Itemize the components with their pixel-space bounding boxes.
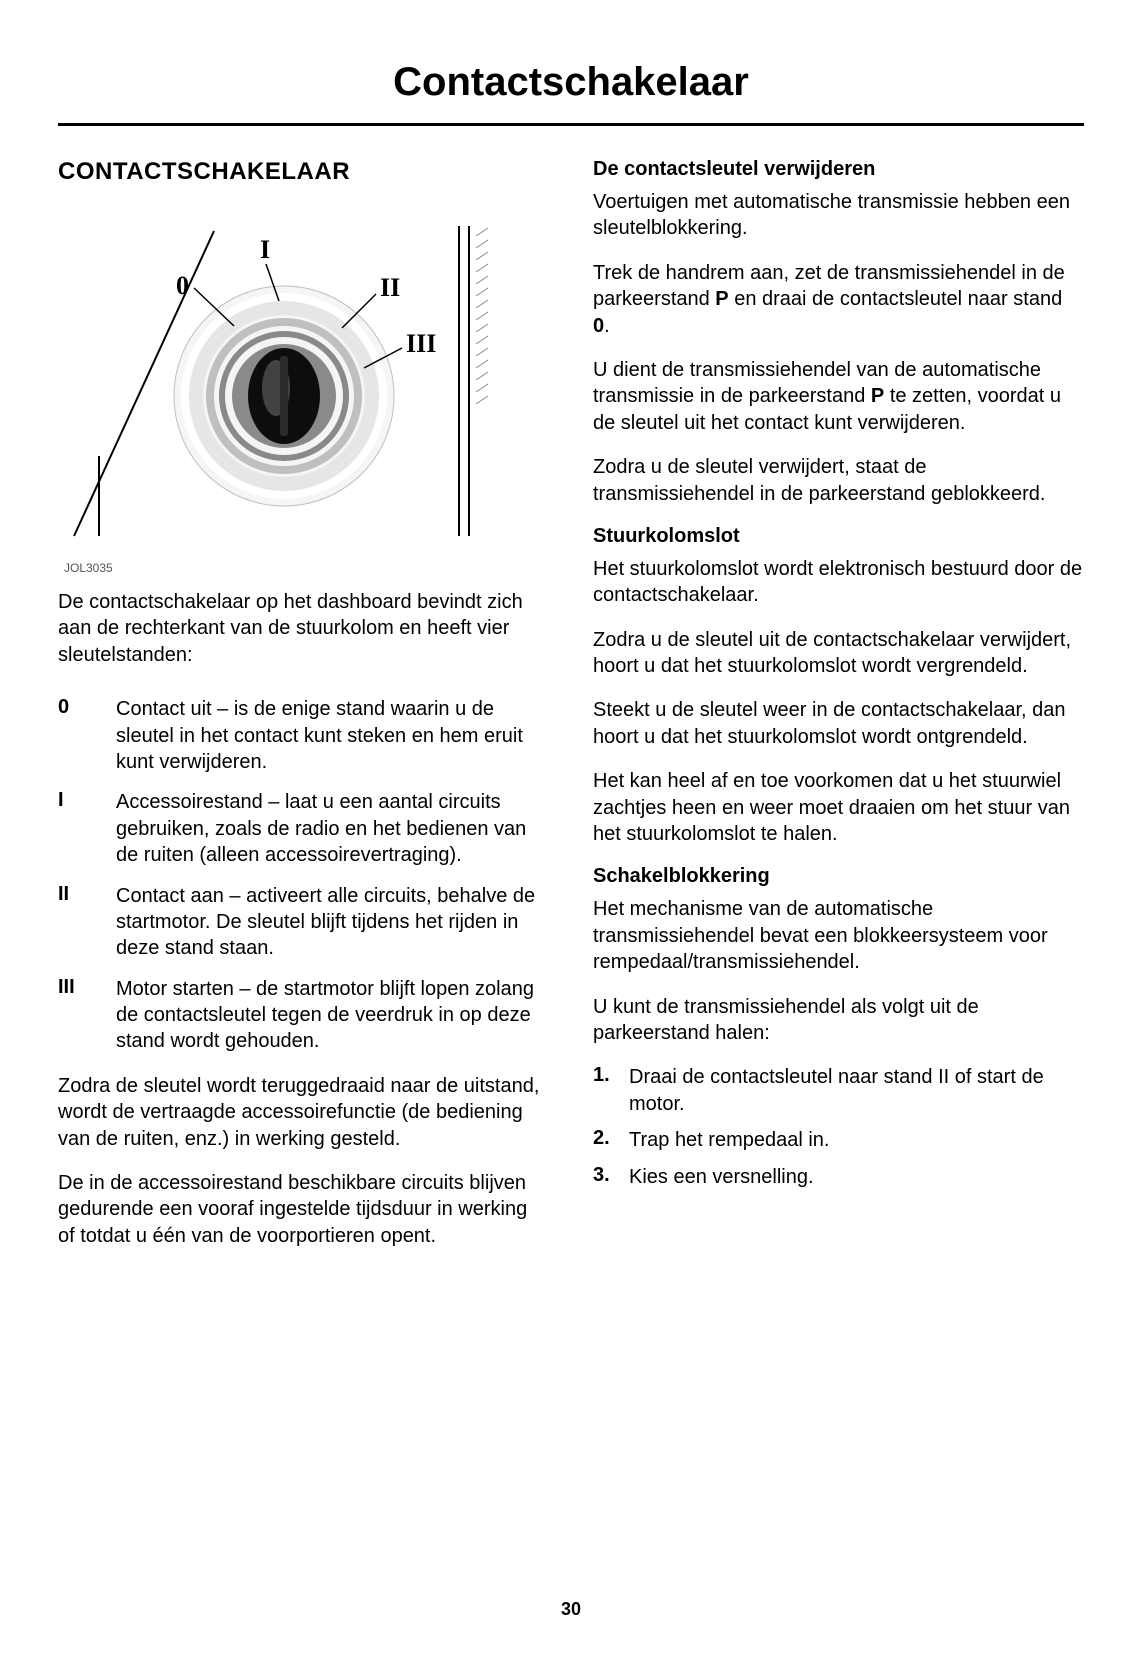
svg-text:III: III [406,329,436,358]
heading-steering-lock: Stuurkolomslot [593,525,1084,548]
p-steer-3: Steekt u de sleutel weer in de contactsc… [593,697,1084,750]
p-remove-2: Trek de handrem aan, zet de transmissieh… [593,260,1084,339]
p-steer-1: Het stuurkolomslot wordt elektronisch be… [593,556,1084,609]
intro-paragraph: De contactschakelaar op het dashboard be… [58,589,549,668]
right-column: De contactsleutel verwijderen Voertuigen… [593,158,1084,1267]
t: en draai de contactsleutel naar stand [729,288,1063,310]
step-text: Draai de contactsleutel naar stand II of… [629,1064,1084,1117]
ignition-svg: 0IIIIII [64,206,494,546]
def-key: I [58,789,116,868]
step-num: 2. [593,1127,629,1153]
p-remove-4: Zodra u de sleutel verwijdert, staat de … [593,454,1084,507]
def-item: IAccessoirestand – laat u een aantal cir… [58,789,549,868]
page-title: Contactschakelaar [58,60,1084,105]
p-shift-1: Het mechanisme van de automatische trans… [593,896,1084,975]
def-text: Accessoirestand – laat u een aantal circ… [116,789,549,868]
svg-text:I: I [260,235,270,264]
step-item: 1.Draai de contactsleutel naar stand II … [593,1064,1084,1117]
title-rule [58,123,1084,126]
bold-inline: II [938,1066,949,1088]
shift-steps: 1.Draai de contactsleutel naar stand II … [593,1064,1084,1190]
after-para-1: Zodra de sleutel wordt teruggedraaid naa… [58,1073,549,1152]
figure-code: JOL3035 [58,561,549,575]
after-para-2: De in de accessoirestand beschikbare cir… [58,1170,549,1249]
step-text: Trap het rempedaal in. [629,1127,1084,1153]
step-item: 3.Kies een versnelling. [593,1164,1084,1190]
def-item: IIIMotor starten – de startmotor blijft … [58,976,549,1055]
p-steer-2: Zodra u de sleutel uit de contactschakel… [593,627,1084,680]
step-text: Kies een versnelling. [629,1164,1084,1190]
position-definitions: 0Contact uit – is de enige stand waarin … [58,696,549,1055]
t: . [604,315,610,337]
def-key: II [58,883,116,962]
step-num: 1. [593,1064,629,1117]
content-columns: CONTACTSCHAKELAAR 0IIIIII JOL3035 De con… [58,158,1084,1267]
bold-0: 0 [593,315,604,337]
p-steer-4: Het kan heel af en toe voorkomen dat u h… [593,768,1084,847]
heading-remove-key: De contactsleutel verwijderen [593,158,1084,181]
ignition-diagram: 0IIIIII [58,206,549,551]
def-text: Contact uit – is de enige stand waarin u… [116,696,549,775]
def-key: 0 [58,696,116,775]
def-item: IIContact aan – activeert alle circuits,… [58,883,549,962]
p-remove-1: Voertuigen met automatische transmissie … [593,189,1084,242]
def-text: Contact aan – activeert alle circuits, b… [116,883,549,962]
def-key: III [58,976,116,1055]
page-number: 30 [0,1599,1142,1620]
svg-text:0: 0 [176,271,189,300]
step-item: 2.Trap het rempedaal in. [593,1127,1084,1153]
svg-text:II: II [380,273,400,302]
def-text: Motor starten – de startmotor blijft lop… [116,976,549,1055]
left-column: CONTACTSCHAKELAAR 0IIIIII JOL3035 De con… [58,158,549,1267]
section-title: CONTACTSCHAKELAAR [58,158,549,186]
bold-P: P [871,385,884,407]
bold-P: P [715,288,728,310]
p-shift-2: U kunt de transmissiehendel als volgt ui… [593,994,1084,1047]
def-item: 0Contact uit – is de enige stand waarin … [58,696,549,775]
heading-shift-lock: Schakelblokkering [593,865,1084,888]
p-remove-3: U dient de transmissiehendel van de auto… [593,357,1084,436]
step-num: 3. [593,1164,629,1190]
